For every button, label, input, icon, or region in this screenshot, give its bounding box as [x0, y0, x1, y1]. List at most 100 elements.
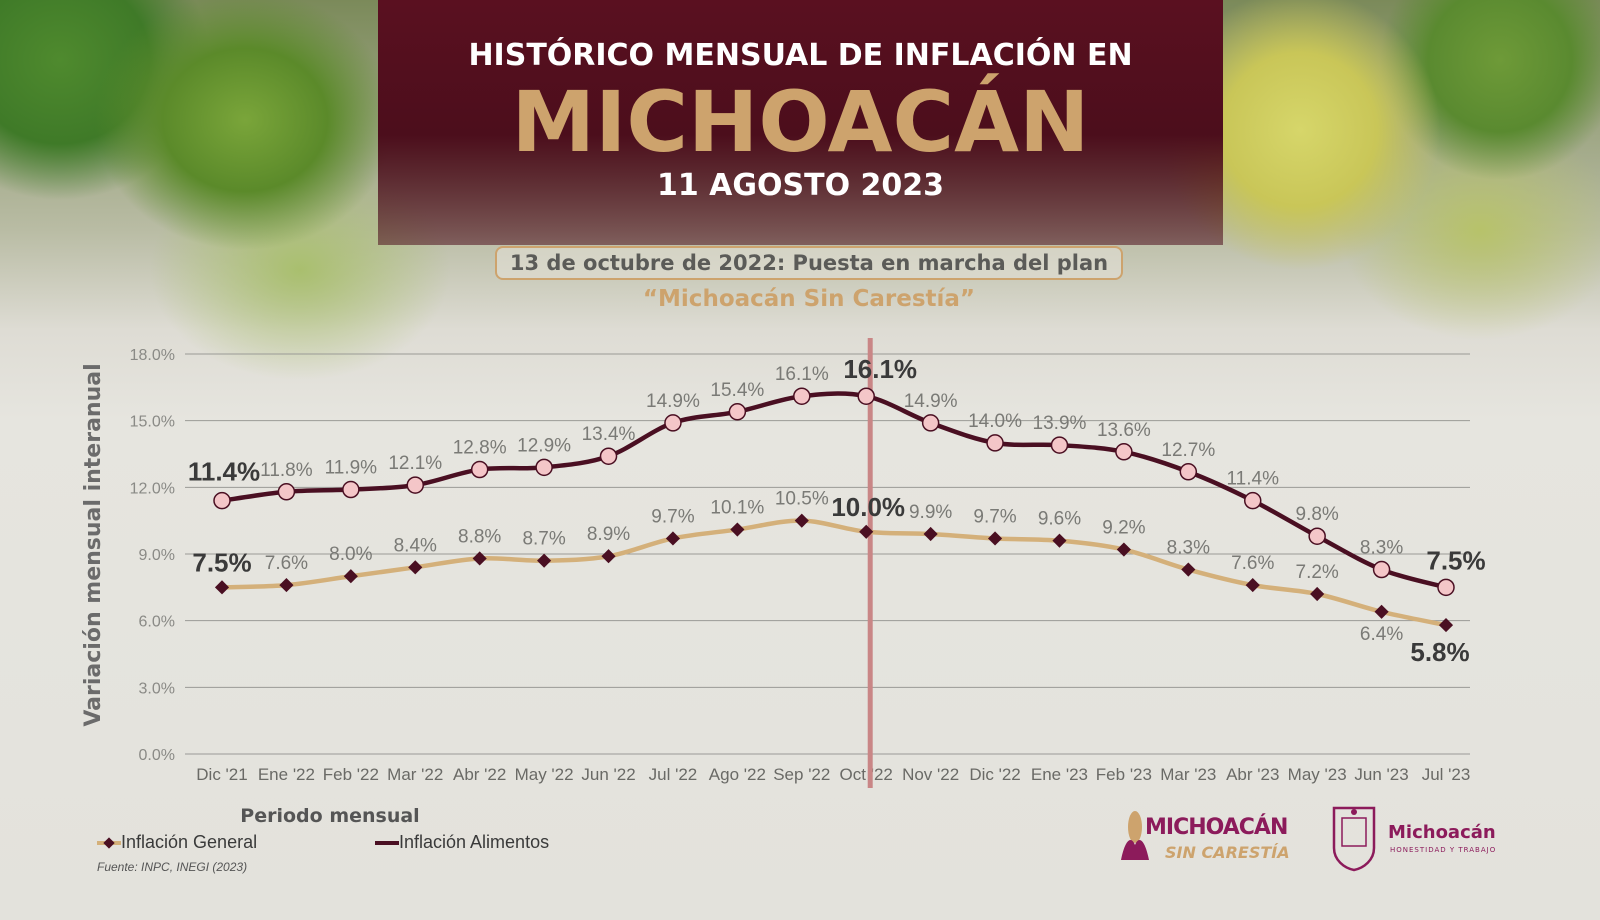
data-label-general: 8.9% [587, 524, 630, 545]
chart-series [213, 387, 1455, 633]
point-general [1052, 533, 1067, 548]
data-label-alimentos: 13.4% [582, 424, 636, 445]
point-general [1374, 604, 1389, 619]
data-label-general: 9.7% [973, 506, 1016, 527]
point-alimentos [1308, 527, 1326, 545]
data-label-alimentos: 12.9% [517, 435, 571, 456]
point-general [279, 578, 294, 593]
data-label-general: 5.8% [1410, 637, 1469, 667]
data-label-general: 6.4% [1360, 624, 1403, 645]
x-tick-label: Dic '21 [196, 765, 247, 784]
chart-grid [185, 353, 1470, 755]
x-tick-label: Sep '22 [773, 765, 830, 784]
x-axis-label: Periodo mensual [240, 805, 419, 827]
point-alimentos [1372, 560, 1391, 579]
data-label-general: 10.5% [775, 489, 829, 510]
x-tick-label: May '23 [1288, 765, 1347, 784]
data-label-alimentos: 14.9% [904, 391, 958, 412]
point-general [859, 524, 874, 539]
point-alimentos [921, 414, 940, 432]
point-general [665, 531, 681, 546]
point-general [730, 522, 745, 537]
data-label-general: 8.0% [329, 544, 372, 565]
legend-item-alimentos: Inflación Alimentos [375, 832, 549, 853]
point-general [1310, 586, 1325, 602]
gobierno-michoacan-logo: Michoacán HONESTIDAD Y TRABAJO [1330, 802, 1500, 874]
data-label-general: 9.9% [909, 502, 952, 523]
legend-item-general: Inflación General [97, 832, 257, 853]
point-alimentos [470, 460, 489, 479]
x-tick-label: Feb '22 [323, 765, 379, 784]
data-label-general: 7.6% [265, 553, 308, 574]
carestia-logo-line2: SIN CARESTÍA [1165, 843, 1290, 862]
x-tick-label: Jun '23 [1354, 765, 1408, 784]
data-label-general: 9.6% [1038, 509, 1081, 530]
point-general [343, 569, 358, 584]
header-title-line1: HISTÓRICO MENSUAL DE INFLACIÓN EN [468, 38, 1133, 73]
x-tick-label: Mar '22 [387, 765, 443, 784]
michoacan-sin-carestia-logo: MICHOACÁN SIN CARESTÍA [1115, 805, 1305, 875]
point-general [923, 526, 938, 542]
point-alimentos [277, 483, 296, 501]
y-tick-label: 0.0% [139, 747, 175, 764]
point-general [1438, 618, 1454, 633]
data-label-alimentos: 7.5% [1426, 545, 1485, 575]
point-alimentos [1115, 443, 1133, 461]
x-tick-label: Ene '23 [1031, 765, 1088, 784]
point-general [794, 513, 809, 528]
plan-name: “Michoacán Sin Carestía” [642, 286, 976, 312]
data-label-alimentos: 11.8% [260, 460, 313, 481]
point-general [472, 551, 487, 566]
point-alimentos [986, 434, 1004, 452]
point-general [1116, 542, 1131, 557]
x-tick-label: Abr '22 [453, 765, 506, 784]
header-title-state: MICHOACÁN [511, 73, 1090, 171]
data-label-general: 7.6% [1231, 553, 1274, 574]
plan-start-label: 13 de octubre de 2022: Puesta en marcha … [509, 251, 1109, 275]
data-label-general: 9.7% [651, 506, 694, 527]
legend-alimentos-label: Inflación Alimentos [399, 832, 550, 852]
point-alimentos [342, 480, 360, 499]
x-tick-label: Feb '23 [1096, 765, 1152, 784]
y-axis-ticks: 0.0% 3.0% 6.0% 9.0% 12.0% 15.0% 18.0% [130, 347, 175, 764]
y-tick-label: 3.0% [139, 680, 175, 697]
y-tick-label: 18.0% [130, 347, 175, 364]
data-label-general: 10.0% [831, 492, 905, 522]
data-label-alimentos: 14.0% [968, 411, 1022, 432]
x-tick-label: Jul '22 [649, 765, 698, 784]
data-label-alimentos: 16.1% [775, 364, 829, 385]
x-tick-label: Nov '22 [902, 765, 959, 784]
data-label-general: 8.8% [458, 526, 501, 547]
point-alimentos [793, 387, 811, 405]
point-general [1181, 562, 1196, 577]
plan-start-banner: 13 de octubre de 2022: Puesta en marcha … [495, 246, 1123, 280]
data-label-alimentos: 13.9% [1033, 413, 1087, 434]
corn-icon [1121, 811, 1149, 860]
legend-alimentos-swatch [375, 840, 399, 845]
data-label-alimentos: 11.4% [188, 457, 260, 487]
data-label-general: 9.2% [1102, 518, 1145, 539]
data-label-alimentos: 12.1% [388, 453, 442, 474]
x-tick-label: May '22 [515, 765, 574, 784]
legend-general-label: Inflación General [121, 832, 258, 852]
point-general [601, 549, 616, 564]
header-date: 11 AGOSTO 2023 [656, 168, 945, 203]
x-tick-label: Dic '22 [969, 765, 1020, 784]
data-label-general: 7.2% [1296, 562, 1339, 583]
point-alimentos [599, 447, 618, 465]
x-tick-label: Jun '22 [581, 765, 635, 784]
data-label-general: 8.7% [522, 529, 565, 550]
x-tick-label: Ene '22 [258, 765, 315, 784]
point-alimentos [1243, 491, 1262, 510]
point-alimentos [857, 387, 875, 405]
data-label-alimentos: 8.3% [1360, 538, 1403, 559]
data-label-alimentos: 12.8% [453, 438, 507, 459]
point-general [214, 580, 230, 595]
gobierno-logo-name: Michoacán [1388, 822, 1496, 843]
data-label-alimentos: 11.4% [1227, 469, 1280, 490]
point-alimentos [213, 491, 231, 510]
point-alimentos [406, 476, 425, 494]
data-label-alimentos: 14.9% [646, 391, 700, 412]
point-alimentos [1050, 436, 1069, 454]
